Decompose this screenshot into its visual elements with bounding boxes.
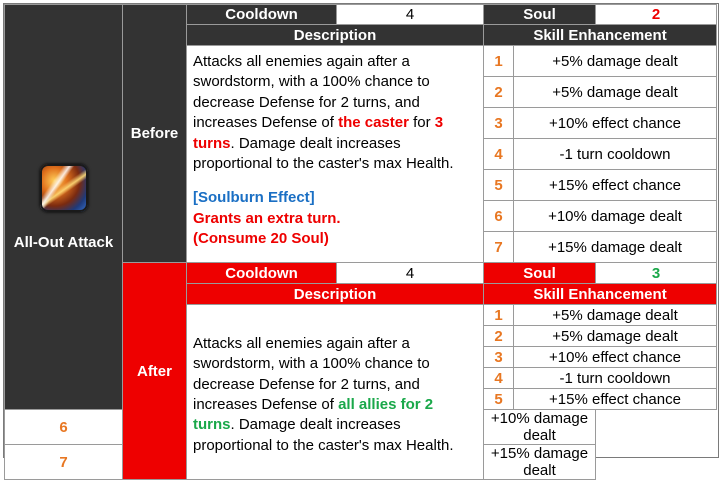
after-enhancement-header: Skill Enhancement — [483, 283, 717, 305]
before-enh-text: +15% effect chance — [513, 169, 717, 201]
skill-comparison-table: All-Out Attack Before Cooldown 4 Soul 2 … — [4, 4, 717, 480]
after-enh-text: +15% damage dealt — [483, 444, 596, 480]
after-cooldown-header: Cooldown — [186, 262, 337, 284]
before-enh-number: 1 — [483, 45, 514, 77]
after-enh-text: +10% effect chance — [513, 346, 717, 368]
after-desc-text-1: Attacks all enemies again after a swords… — [193, 334, 430, 413]
before-cooldown-header: Cooldown — [186, 4, 337, 25]
before-cooldown-value: 4 — [336, 4, 484, 25]
after-enh-number: 2 — [483, 325, 514, 347]
before-enh-number: 2 — [483, 76, 514, 108]
before-description-header: Description — [186, 24, 484, 46]
skill-cell: All-Out Attack — [4, 4, 123, 410]
after-enh-number: 5 — [483, 388, 514, 410]
before-enh-text: -1 turn cooldown — [513, 138, 717, 170]
before-enh-number: 7 — [483, 231, 514, 263]
before-enh-text: +10% damage dealt — [513, 200, 717, 232]
after-soul-header: Soul — [483, 262, 596, 284]
before-soul-value: 2 — [595, 4, 717, 25]
before-enh-text: +15% damage dealt — [513, 231, 717, 263]
before-enh-number: 5 — [483, 169, 514, 201]
after-label: After — [122, 262, 187, 480]
after-enh-text: +5% damage dealt — [513, 325, 717, 347]
after-enh-number: 4 — [483, 367, 514, 389]
after-enh-number: 1 — [483, 304, 514, 326]
after-enh-text: +5% damage dealt — [513, 304, 717, 326]
after-description-header: Description — [186, 283, 484, 305]
before-desc-highlight-turns: 3 turns — [193, 114, 444, 152]
before-desc-text-3: . Damage dealt increases proportional to… — [193, 134, 454, 173]
sword-storm-icon — [39, 163, 88, 212]
soulburn-effect-line-2: (Consume 20 Soul) — [193, 230, 329, 248]
after-soul-value: 3 — [595, 262, 717, 284]
before-enh-text: +5% damage dealt — [513, 76, 717, 108]
after-enh-number: 3 — [483, 346, 514, 368]
after-description: Attacks all enemies again after a swords… — [186, 304, 484, 480]
before-desc-text-2: for — [408, 114, 435, 132]
before-desc-text-1: Attacks all enemies again after a swords… — [193, 53, 430, 132]
after-cooldown-value: 4 — [336, 262, 484, 284]
before-enhancement-header: Skill Enhancement — [483, 24, 717, 46]
soulburn-effect-line-1: Grants an extra turn. — [193, 209, 341, 227]
before-soul-header: Soul — [483, 4, 596, 25]
skill-name: All-Out Attack — [13, 233, 114, 251]
before-label: Before — [122, 4, 187, 263]
before-enh-number: 3 — [483, 107, 514, 139]
after-enh-number: 6 — [4, 409, 123, 445]
before-enh-number: 4 — [483, 138, 514, 170]
soulburn-effect-title: [Soulburn Effect] — [193, 189, 315, 207]
before-enh-number: 6 — [483, 200, 514, 232]
before-desc-highlight-target: the caster — [338, 114, 409, 132]
before-description: Attacks all enemies again after a swords… — [186, 45, 484, 263]
after-enh-text: +10% damage dealt — [483, 409, 596, 445]
before-enh-text: +5% damage dealt — [513, 45, 717, 77]
after-desc-text-2: . Damage dealt increases proportional to… — [193, 416, 454, 454]
before-enh-text: +10% effect chance — [513, 107, 717, 139]
after-enh-text: -1 turn cooldown — [513, 367, 717, 389]
after-enh-text: +15% effect chance — [513, 388, 717, 410]
after-desc-highlight-target: all allies for 2 turns — [193, 396, 434, 434]
after-enh-number: 7 — [4, 444, 123, 480]
